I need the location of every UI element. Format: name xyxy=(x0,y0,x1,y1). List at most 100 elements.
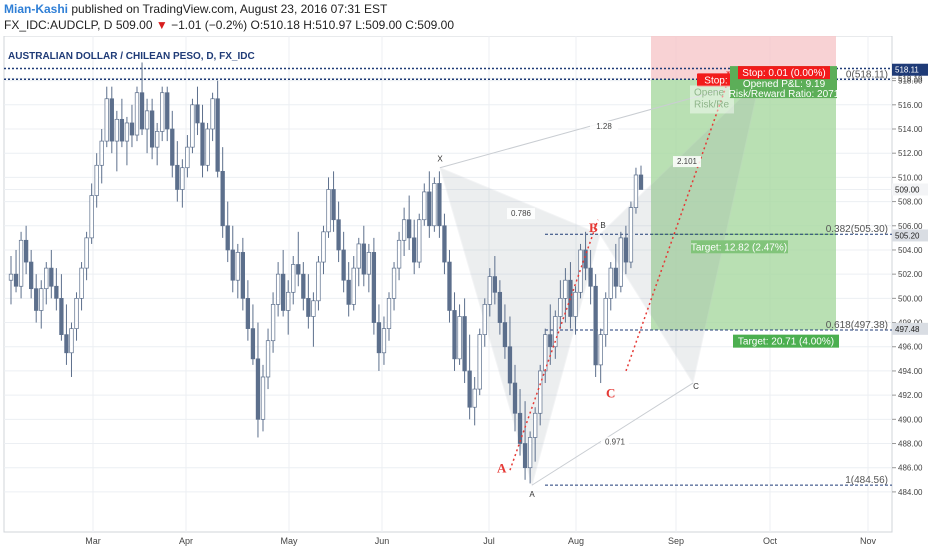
candle-body xyxy=(94,164,99,196)
ratio-xd-label: 2.101 xyxy=(677,157,698,166)
red-cd-trendline xyxy=(625,86,727,372)
candle-body xyxy=(281,273,286,311)
candle-body xyxy=(286,291,291,311)
candle-body xyxy=(366,252,371,275)
candle-body xyxy=(8,273,14,281)
candle-body xyxy=(210,98,215,130)
candle-body xyxy=(376,322,382,354)
candle-body xyxy=(104,98,109,142)
candle-body xyxy=(608,267,613,299)
candle-body xyxy=(175,164,180,190)
price-change: −1.01 (−0.2%) xyxy=(171,18,248,32)
candle-body xyxy=(527,437,533,469)
candle-body xyxy=(533,412,538,438)
candle-body xyxy=(417,219,422,263)
candle-body xyxy=(39,288,44,311)
candle-body xyxy=(59,298,64,335)
target2-label: Target: 20.71 (4.00%) xyxy=(738,337,834,348)
candle-body xyxy=(79,267,84,299)
y-tick-label: 500.00 xyxy=(898,294,923,303)
candle-body xyxy=(341,249,346,281)
ghost-risk-label: Risk/Re xyxy=(694,99,729,110)
y-tick-label: 492.00 xyxy=(898,391,923,400)
y-tick-label: 510.00 xyxy=(898,173,923,182)
candle-body xyxy=(114,118,119,142)
candle-body xyxy=(351,267,356,305)
candle-body xyxy=(386,298,392,329)
x-tick-label: Jun xyxy=(375,536,390,546)
down-arrow-icon: ▼ xyxy=(155,18,168,32)
publish-line: Mian-Kashi published on TradingView.com,… xyxy=(4,2,387,16)
candle-body xyxy=(260,376,266,420)
harmonic-label-c: C xyxy=(693,382,699,391)
candle-body xyxy=(502,322,508,348)
candle-body xyxy=(437,183,442,227)
candle-body xyxy=(296,264,301,275)
candle-body xyxy=(568,279,573,317)
candle-body xyxy=(462,316,467,372)
chart-title: AUSTRALIAN DOLLAR / CHILEAN PESO, D, FX_… xyxy=(8,51,255,62)
candle-body xyxy=(225,225,230,251)
red-ab-trendline xyxy=(509,219,599,471)
candle-body xyxy=(613,267,618,287)
price-tag-low-bg xyxy=(892,322,928,335)
candle-body xyxy=(64,334,69,354)
y-tick-label: 502.00 xyxy=(898,270,923,279)
candle-body xyxy=(240,252,245,299)
candle-body xyxy=(185,146,190,169)
candle-body xyxy=(638,174,644,190)
price-tag-top-bg xyxy=(892,63,928,76)
candle-body xyxy=(316,261,321,302)
candle-body xyxy=(623,237,629,263)
candle-body xyxy=(507,346,513,384)
pattern-label-a: A xyxy=(497,461,507,476)
candle-body xyxy=(311,300,316,317)
ratio-xb-label: 0.786 xyxy=(511,209,532,218)
candle-body xyxy=(255,358,261,420)
y-tick-label: 496.00 xyxy=(898,343,923,352)
last-price: 509.00 xyxy=(115,18,153,32)
ratio-bd-label: 1.28 xyxy=(596,122,612,131)
candle-body xyxy=(49,267,54,287)
author-link[interactable]: Mian-Kashi xyxy=(4,2,69,16)
candle-body xyxy=(422,191,427,221)
y-tick-label: 504.00 xyxy=(898,246,923,255)
target1-label-bg xyxy=(691,240,788,254)
candle-body xyxy=(583,249,588,269)
x-tick-label: Mar xyxy=(85,536,101,546)
candle-body xyxy=(447,261,452,311)
candle-body xyxy=(497,291,503,323)
harmonic-label-a: A xyxy=(529,490,535,499)
candle-body xyxy=(160,92,165,132)
fib-level-label: 0.618(497.38) xyxy=(826,320,888,331)
candle-body xyxy=(250,328,256,360)
candle-body xyxy=(230,249,235,281)
candle-body xyxy=(633,174,639,208)
candle-body xyxy=(109,98,114,142)
candle-body xyxy=(326,189,331,233)
candle-body xyxy=(34,288,39,311)
chart-header: Mian-Kashi published on TradingView.com,… xyxy=(0,0,932,36)
y-tick-label: 486.00 xyxy=(898,464,923,473)
candle-body xyxy=(517,412,523,444)
candle-body xyxy=(205,128,210,166)
y-tick-label: 494.00 xyxy=(898,367,923,376)
candle-body xyxy=(346,279,351,305)
candle-body xyxy=(144,110,150,130)
pattern-label-b: B xyxy=(589,220,598,235)
price-tag-low: 497.48 xyxy=(895,325,920,334)
candle-body xyxy=(134,92,140,136)
candle-body xyxy=(618,237,623,287)
candle-body xyxy=(170,128,175,166)
candle-body xyxy=(129,122,135,136)
candle-body xyxy=(265,340,271,378)
fib-level-label: 1(484.56) xyxy=(845,475,888,486)
candle-body xyxy=(29,261,34,290)
stop-label-entry-bg xyxy=(738,66,830,80)
y-tick-label: 508.00 xyxy=(898,198,923,207)
candle-body xyxy=(603,298,608,335)
fib-level-label: 0.382(505.30) xyxy=(826,224,888,235)
candle-body xyxy=(13,273,19,287)
x-tick-label: Sep xyxy=(668,536,684,546)
